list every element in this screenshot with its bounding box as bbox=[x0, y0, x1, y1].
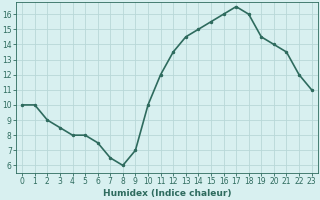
X-axis label: Humidex (Indice chaleur): Humidex (Indice chaleur) bbox=[103, 189, 231, 198]
